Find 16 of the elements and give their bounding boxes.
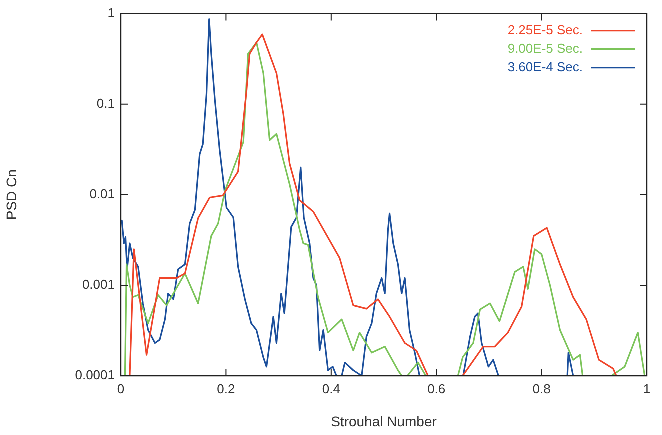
x-tick-label: 0.8 <box>532 381 551 396</box>
y-tick-label: 0.01 <box>90 186 115 202</box>
y-tick-label: 0.0001 <box>75 368 115 383</box>
y-tick-label: 0.001 <box>82 277 115 292</box>
y-axis-title: PSD Cn <box>3 170 20 220</box>
legend-label: 9.00E-5 Sec. <box>508 40 583 56</box>
x-axis-title: Strouhal Number <box>331 413 438 430</box>
legend-label: 2.25E-5 Sec. <box>508 22 583 38</box>
x-tick-label: 0 <box>117 381 125 396</box>
y-tick-label: 0.1 <box>96 96 115 111</box>
x-tick-label: 0.2 <box>217 381 236 396</box>
x-tick-label: 0.4 <box>322 381 340 396</box>
x-tick-label: 1 <box>643 381 651 396</box>
y-tick-label: 1 <box>108 5 115 20</box>
legend-label: 3.60E-4 Sec. <box>508 59 583 74</box>
x-tick-label: 0.6 <box>428 381 446 396</box>
